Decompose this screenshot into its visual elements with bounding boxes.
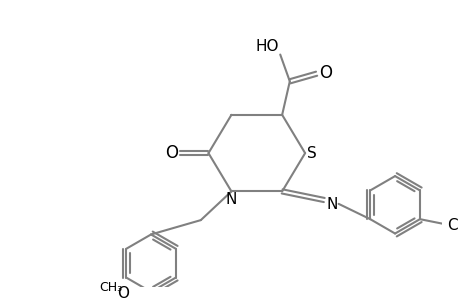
Text: N: N [325, 197, 337, 212]
Text: Cl: Cl [446, 218, 459, 233]
Text: O: O [117, 286, 129, 300]
Text: CH₃: CH₃ [99, 280, 122, 294]
Text: HO: HO [255, 39, 278, 54]
Text: N: N [225, 192, 236, 207]
Text: O: O [318, 64, 331, 82]
Text: O: O [165, 144, 178, 162]
Text: S: S [306, 146, 316, 160]
